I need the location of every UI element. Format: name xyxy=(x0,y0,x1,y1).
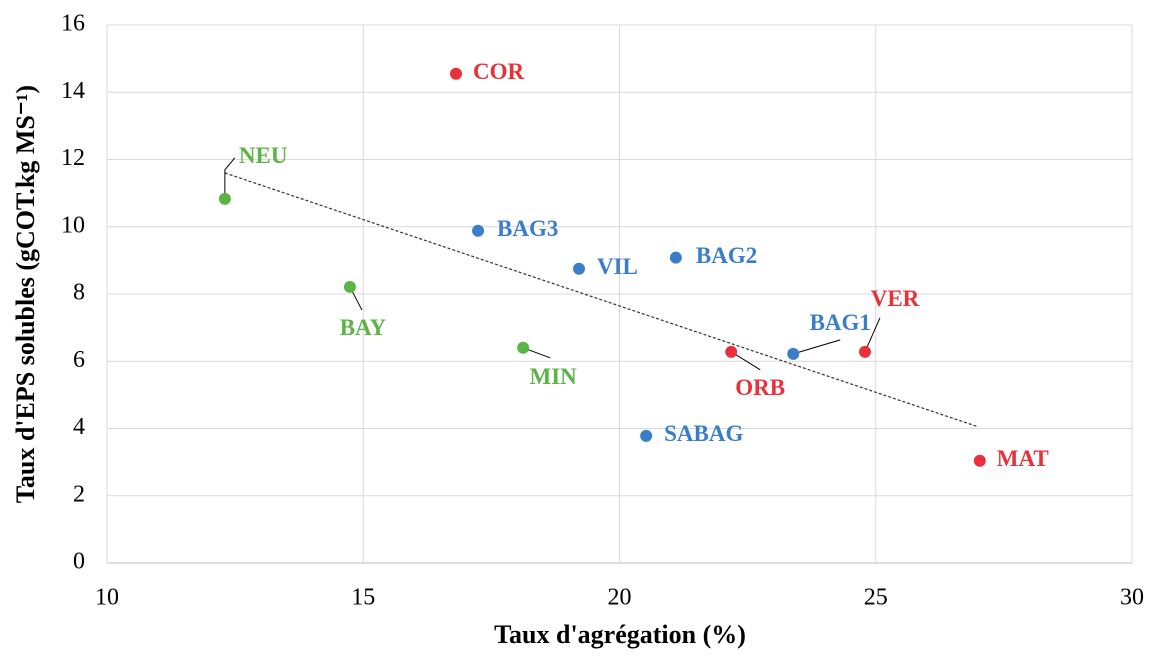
y-tick-label: 0 xyxy=(73,549,85,575)
point xyxy=(472,224,485,237)
y-tick-label: 6 xyxy=(73,347,85,373)
y-tick-label: 4 xyxy=(73,414,85,440)
point-label: BAG2 xyxy=(696,243,757,268)
y-tick-label: 14 xyxy=(61,78,85,104)
point xyxy=(669,251,682,264)
leader-line xyxy=(224,157,236,199)
point xyxy=(973,454,986,467)
point xyxy=(858,345,871,358)
x-axis-title: Taux d'agrégation (%) xyxy=(494,620,746,649)
point xyxy=(640,429,653,442)
x-tick-label: 30 xyxy=(1120,585,1144,611)
point xyxy=(725,345,738,358)
point-label: SABAG xyxy=(664,421,743,446)
point xyxy=(573,262,586,275)
point-label: NEU xyxy=(239,143,288,168)
point xyxy=(450,67,463,80)
point-label: VIL xyxy=(597,254,638,279)
y-tick-label: 12 xyxy=(61,145,85,171)
leader-line xyxy=(793,339,841,355)
y-tick-label: 2 xyxy=(73,481,85,507)
x-tick-label: 10 xyxy=(95,585,119,611)
point xyxy=(343,280,356,293)
y-tick-label: 8 xyxy=(73,280,85,306)
point-label: ORB xyxy=(735,375,785,400)
point-label: BAG1 xyxy=(810,310,871,335)
trendline xyxy=(224,172,979,428)
y-tick-label: 16 xyxy=(61,11,85,37)
y-axis-title: Taux d'EPS solubles (gCOT.kg MS⁻¹) xyxy=(11,85,40,503)
x-tick-label: 20 xyxy=(608,585,632,611)
point-label: MAT xyxy=(997,446,1049,471)
point-label: BAG3 xyxy=(497,216,558,241)
point xyxy=(787,347,800,360)
leader-line xyxy=(864,317,881,353)
point-label: COR xyxy=(473,59,525,84)
point-label: VER xyxy=(871,286,920,311)
point-label: BAY xyxy=(340,315,387,340)
point xyxy=(517,341,530,354)
point xyxy=(218,192,231,205)
y-tick-label: 10 xyxy=(61,212,85,238)
x-tick-label: 25 xyxy=(864,585,888,611)
point-label: MIN xyxy=(530,364,578,389)
x-tick-label: 15 xyxy=(351,585,375,611)
